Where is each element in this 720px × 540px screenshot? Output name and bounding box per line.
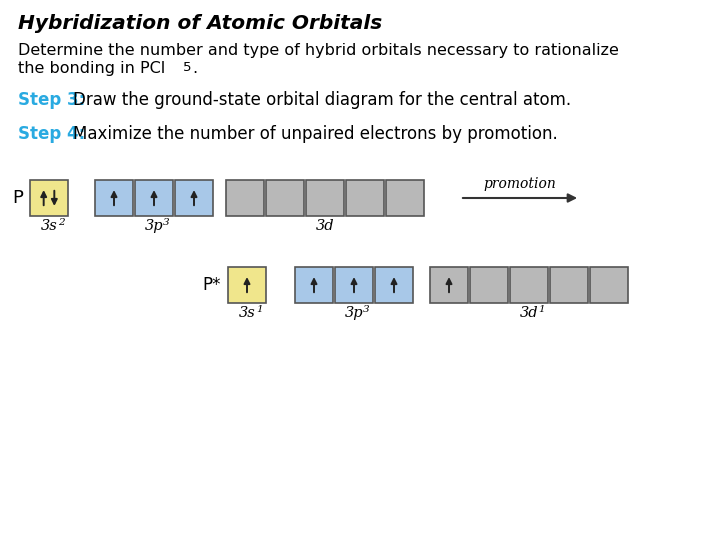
- Bar: [430, 267, 468, 303]
- Bar: [95, 180, 133, 216]
- Bar: [306, 180, 344, 216]
- Bar: [30, 180, 68, 216]
- Text: 3d: 3d: [520, 306, 539, 320]
- Text: promotion: promotion: [484, 177, 557, 191]
- Bar: [346, 180, 384, 216]
- Bar: [590, 267, 628, 303]
- Bar: [135, 180, 173, 216]
- Bar: [386, 180, 424, 216]
- Text: Draw the ground-state orbital diagram for the central atom.: Draw the ground-state orbital diagram fo…: [73, 91, 571, 109]
- Bar: [375, 267, 413, 303]
- Bar: [266, 180, 304, 216]
- Text: 3s: 3s: [40, 219, 58, 233]
- Text: 3: 3: [363, 305, 369, 314]
- Text: 5: 5: [183, 61, 192, 74]
- Text: 2: 2: [58, 218, 65, 227]
- Text: 1: 1: [256, 305, 263, 314]
- Text: Step 3:: Step 3:: [18, 91, 85, 109]
- Bar: [550, 267, 588, 303]
- Text: P*: P*: [202, 276, 220, 294]
- Text: Step 4:: Step 4:: [18, 125, 85, 143]
- Text: .: .: [192, 61, 197, 76]
- Text: 3p: 3p: [345, 306, 364, 320]
- Bar: [226, 180, 264, 216]
- Bar: [228, 267, 266, 303]
- Text: 3: 3: [163, 218, 170, 227]
- Text: Determine the number and type of hybrid orbitals necessary to rationalize: Determine the number and type of hybrid …: [18, 43, 619, 58]
- Bar: [295, 267, 333, 303]
- Bar: [175, 180, 213, 216]
- Bar: [470, 267, 508, 303]
- Text: 3s: 3s: [238, 306, 256, 320]
- Text: the bonding in PCl: the bonding in PCl: [18, 61, 166, 76]
- Text: Hybridization of Atomic Orbitals: Hybridization of Atomic Orbitals: [18, 14, 382, 33]
- Text: Maximize the number of unpaired electrons by promotion.: Maximize the number of unpaired electron…: [73, 125, 558, 143]
- Bar: [510, 267, 548, 303]
- Text: P: P: [12, 189, 23, 207]
- Bar: [335, 267, 373, 303]
- Text: 3d: 3d: [315, 219, 334, 233]
- Text: 3p: 3p: [145, 219, 163, 233]
- Text: 1: 1: [538, 305, 544, 314]
